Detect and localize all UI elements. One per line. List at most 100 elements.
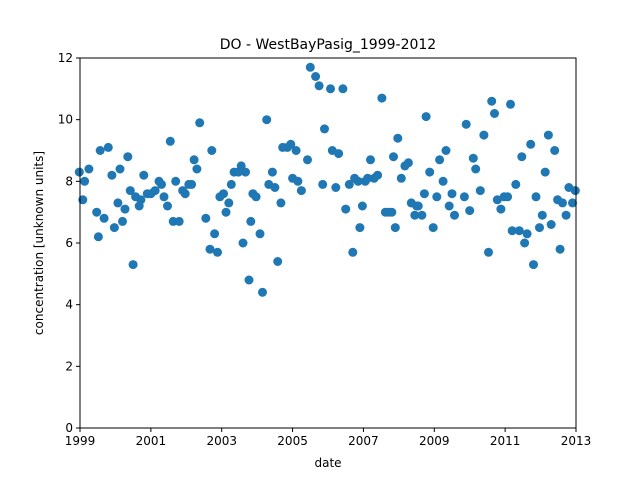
data-point — [531, 192, 541, 202]
data-point — [318, 179, 328, 189]
data-point — [331, 183, 341, 192]
data-point — [251, 192, 261, 202]
data-point — [92, 207, 102, 217]
data-point — [171, 176, 181, 186]
data-point — [326, 84, 335, 94]
data-point — [109, 223, 119, 233]
data-point — [490, 109, 499, 118]
data-point — [459, 192, 469, 202]
data-point — [305, 62, 315, 72]
data-point — [165, 136, 175, 146]
y-tick-label: 12 — [58, 51, 73, 65]
x-tick-label: 2013 — [561, 434, 592, 448]
data-point — [568, 198, 577, 208]
x-tick-label: 2005 — [277, 434, 308, 448]
data-point — [355, 223, 365, 233]
y-axis-label: concentration [unknown units] — [32, 151, 46, 335]
data-point — [244, 275, 254, 285]
data-point — [241, 167, 250, 177]
data-point — [159, 192, 169, 202]
data-point — [270, 183, 280, 192]
data-point — [514, 226, 524, 236]
data-point — [150, 186, 160, 196]
data-point — [128, 260, 138, 270]
data-point — [113, 198, 123, 208]
data-point — [522, 229, 532, 239]
data-point — [267, 167, 277, 177]
data-point — [396, 173, 406, 183]
data-point — [201, 213, 211, 223]
data-point — [373, 170, 383, 180]
data-point — [444, 201, 454, 211]
data-point — [78, 195, 88, 205]
data-point — [187, 179, 197, 189]
data-point — [311, 72, 321, 81]
y-tick-label: 8 — [65, 174, 73, 188]
data-point — [262, 115, 272, 125]
data-point — [258, 287, 267, 297]
data-point — [276, 198, 286, 208]
data-point — [293, 176, 303, 186]
x-tick-label: 1999 — [65, 434, 96, 448]
data-point — [492, 195, 502, 205]
data-point — [320, 124, 329, 134]
data-point — [450, 210, 459, 220]
data-point — [139, 170, 149, 180]
data-point — [465, 206, 475, 216]
data-point — [561, 210, 571, 220]
data-point — [246, 216, 256, 226]
plot-area — [80, 58, 576, 428]
data-point — [80, 176, 90, 186]
data-point — [393, 133, 403, 143]
data-point — [435, 155, 445, 165]
data-point — [526, 139, 536, 149]
data-point — [205, 244, 215, 254]
data-point — [461, 119, 471, 129]
y-axis: 0 2 4 6 8 10 12 — [58, 51, 80, 435]
data-point — [479, 130, 489, 140]
data-point — [219, 189, 228, 199]
data-point — [273, 257, 283, 266]
data-point — [123, 152, 133, 162]
data-point — [107, 170, 117, 180]
data-point — [163, 201, 172, 211]
data-point — [403, 158, 413, 168]
chart-title: DO - WestBayPasig_1999-2012 — [220, 37, 436, 53]
data-point — [118, 216, 127, 226]
data-point — [419, 189, 429, 199]
data-point — [421, 112, 431, 122]
data-point — [353, 176, 363, 186]
data-point — [540, 167, 550, 177]
data-point — [95, 146, 105, 155]
data-point — [447, 189, 457, 199]
data-point — [180, 189, 190, 199]
y-tick-label: 0 — [65, 421, 73, 435]
y-tick-label: 4 — [65, 298, 73, 312]
data-point — [468, 153, 478, 163]
data-point — [338, 84, 348, 94]
data-point — [314, 81, 324, 91]
data-point — [389, 152, 398, 162]
data-point — [334, 149, 344, 159]
y-tick-label: 6 — [65, 236, 73, 250]
data-point — [115, 164, 125, 174]
data-point — [224, 198, 234, 208]
data-point — [520, 238, 530, 248]
x-tick-label: 2007 — [348, 434, 379, 448]
data-point — [377, 93, 387, 103]
plot-frame — [79, 57, 577, 429]
data-point — [529, 260, 538, 270]
data-point — [503, 192, 513, 202]
x-axis: 1999 2001 2003 2005 2007 2009 2011 2013 — [65, 428, 592, 448]
data-point — [344, 179, 354, 189]
data-point — [413, 201, 423, 211]
data-point — [296, 186, 306, 196]
data-point — [157, 179, 166, 189]
data-point — [546, 220, 556, 229]
data-point — [341, 204, 351, 214]
data-point — [99, 213, 109, 223]
data-point — [357, 201, 367, 211]
data-point — [570, 186, 580, 196]
data-point — [428, 223, 438, 233]
data-point — [120, 204, 130, 214]
